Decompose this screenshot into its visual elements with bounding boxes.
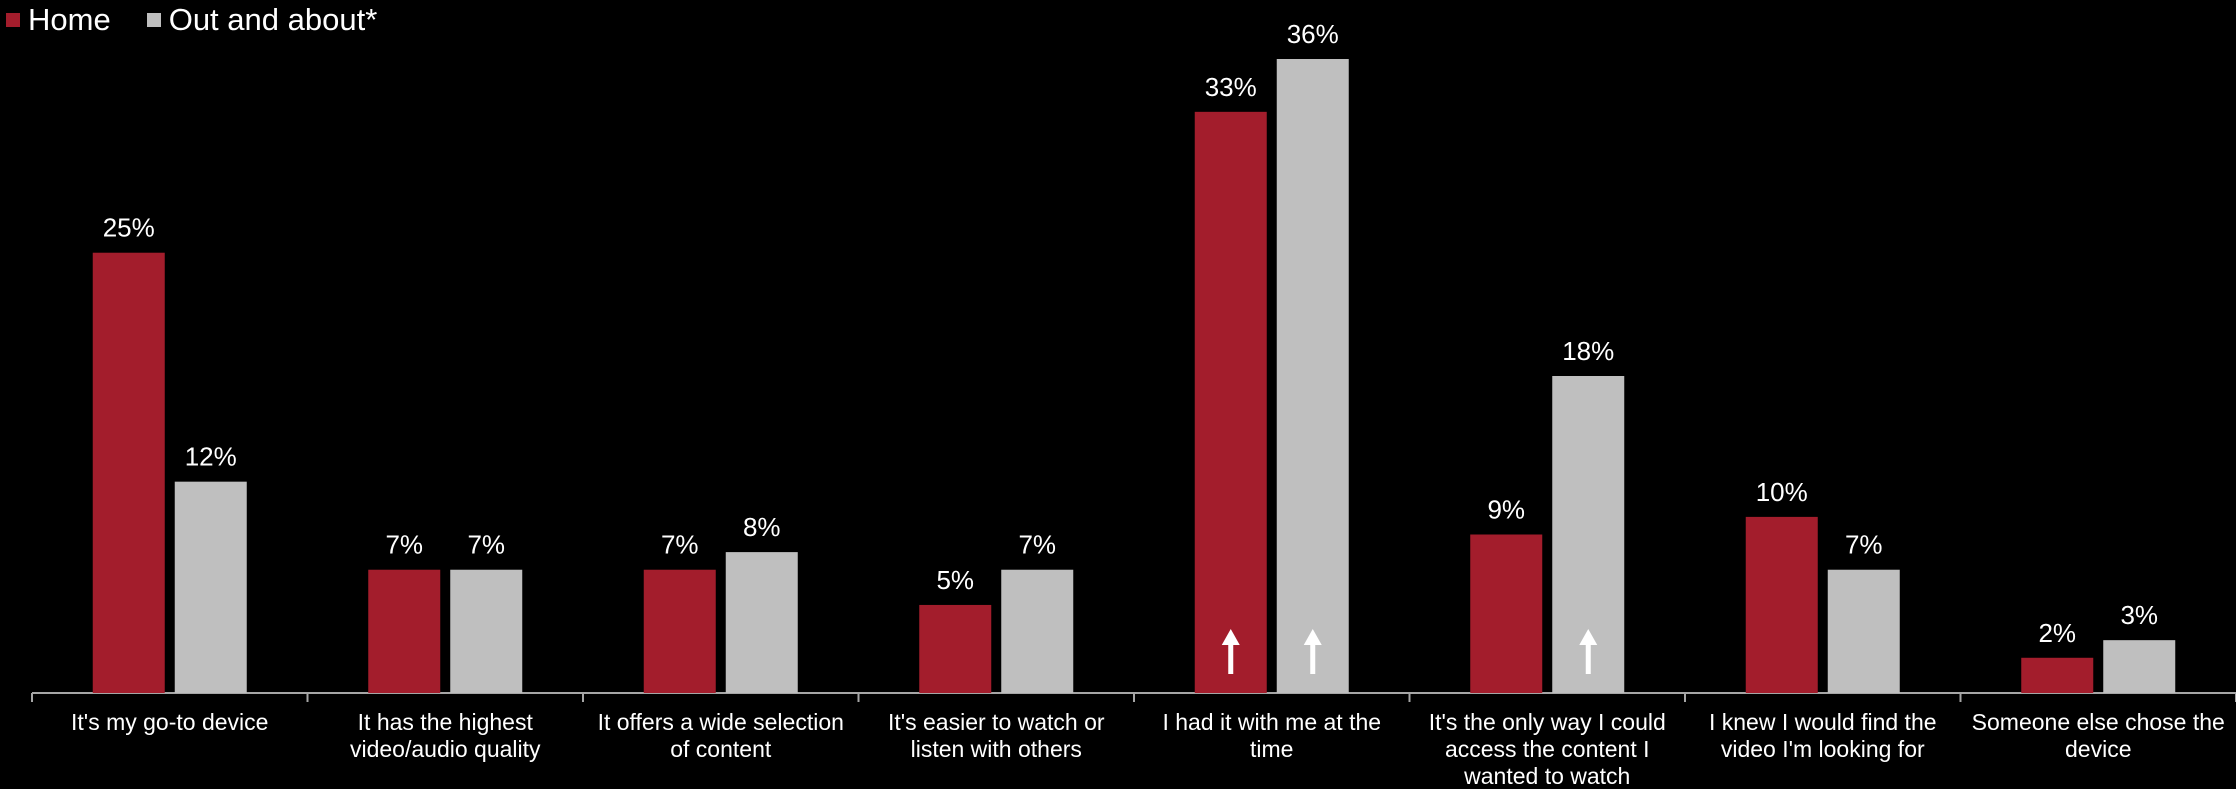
bar-out-and-about: [2103, 640, 2176, 693]
up-arrow-head-icon: [1303, 629, 1322, 645]
chart-legend: Home Out and about*: [6, 2, 413, 38]
x-tick-label: I knew I would find the video I'm looking…: [1709, 709, 1937, 762]
data-label: 33%: [1205, 72, 1257, 102]
bar-home: [1745, 516, 1818, 693]
legend-swatch-out-and-about: [146, 13, 161, 27]
x-tick-label: It's easier to watch or listen with other…: [888, 709, 1105, 762]
x-tick-label: I had it with me at the time: [1162, 709, 1381, 762]
bar-home: [368, 569, 441, 693]
bar-home: [919, 604, 992, 693]
x-tick-label: It's my go-to device: [71, 709, 268, 735]
data-label: 25%: [103, 213, 155, 243]
up-arrow-head-icon: [1579, 629, 1598, 645]
data-label: 5%: [936, 565, 974, 595]
data-label: 18%: [1562, 336, 1614, 366]
data-label: 7%: [1845, 530, 1883, 560]
data-label: 7%: [467, 530, 505, 560]
data-label: 7%: [661, 530, 699, 560]
bar-home: [1470, 534, 1543, 693]
legend-item-home: Home: [6, 2, 111, 38]
bar-home: [92, 252, 165, 693]
data-label: 3%: [2120, 600, 2158, 630]
data-label: 10%: [1756, 477, 1808, 507]
data-label: 9%: [1487, 495, 1525, 525]
bar-out-and-about: [174, 481, 247, 693]
x-tick-label: Someone else chose the device: [1972, 709, 2225, 762]
bar-out-and-about: [1001, 569, 1074, 693]
data-label: 8%: [743, 512, 781, 542]
legend-label-home: Home: [28, 2, 111, 37]
legend-label-out-and-about: Out and about*: [168, 2, 378, 37]
data-label: 12%: [185, 442, 237, 472]
data-label: 2%: [2038, 618, 2076, 648]
bar-out-and-about: [450, 569, 523, 693]
legend-swatch-home: [6, 13, 20, 27]
bar-out-and-about: [1827, 569, 1900, 693]
bar-out-and-about: [1276, 59, 1349, 693]
bar-home: [643, 569, 716, 693]
bar-home: [2021, 657, 2094, 693]
legend-item-out-and-about: Out and about*: [146, 2, 378, 38]
x-tick-label: It offers a wide selection of content: [598, 709, 844, 762]
x-tick-label: It has the highest video/audio quality: [350, 709, 541, 762]
bar-out-and-about: [725, 552, 798, 693]
data-label: 7%: [1018, 530, 1056, 560]
x-tick-label: It's the only way I could access the cont…: [1429, 709, 1666, 789]
data-label: 7%: [385, 530, 423, 560]
data-label: 36%: [1287, 19, 1339, 49]
bar-home: [1194, 111, 1267, 694]
up-arrow-head-icon: [1221, 629, 1240, 645]
